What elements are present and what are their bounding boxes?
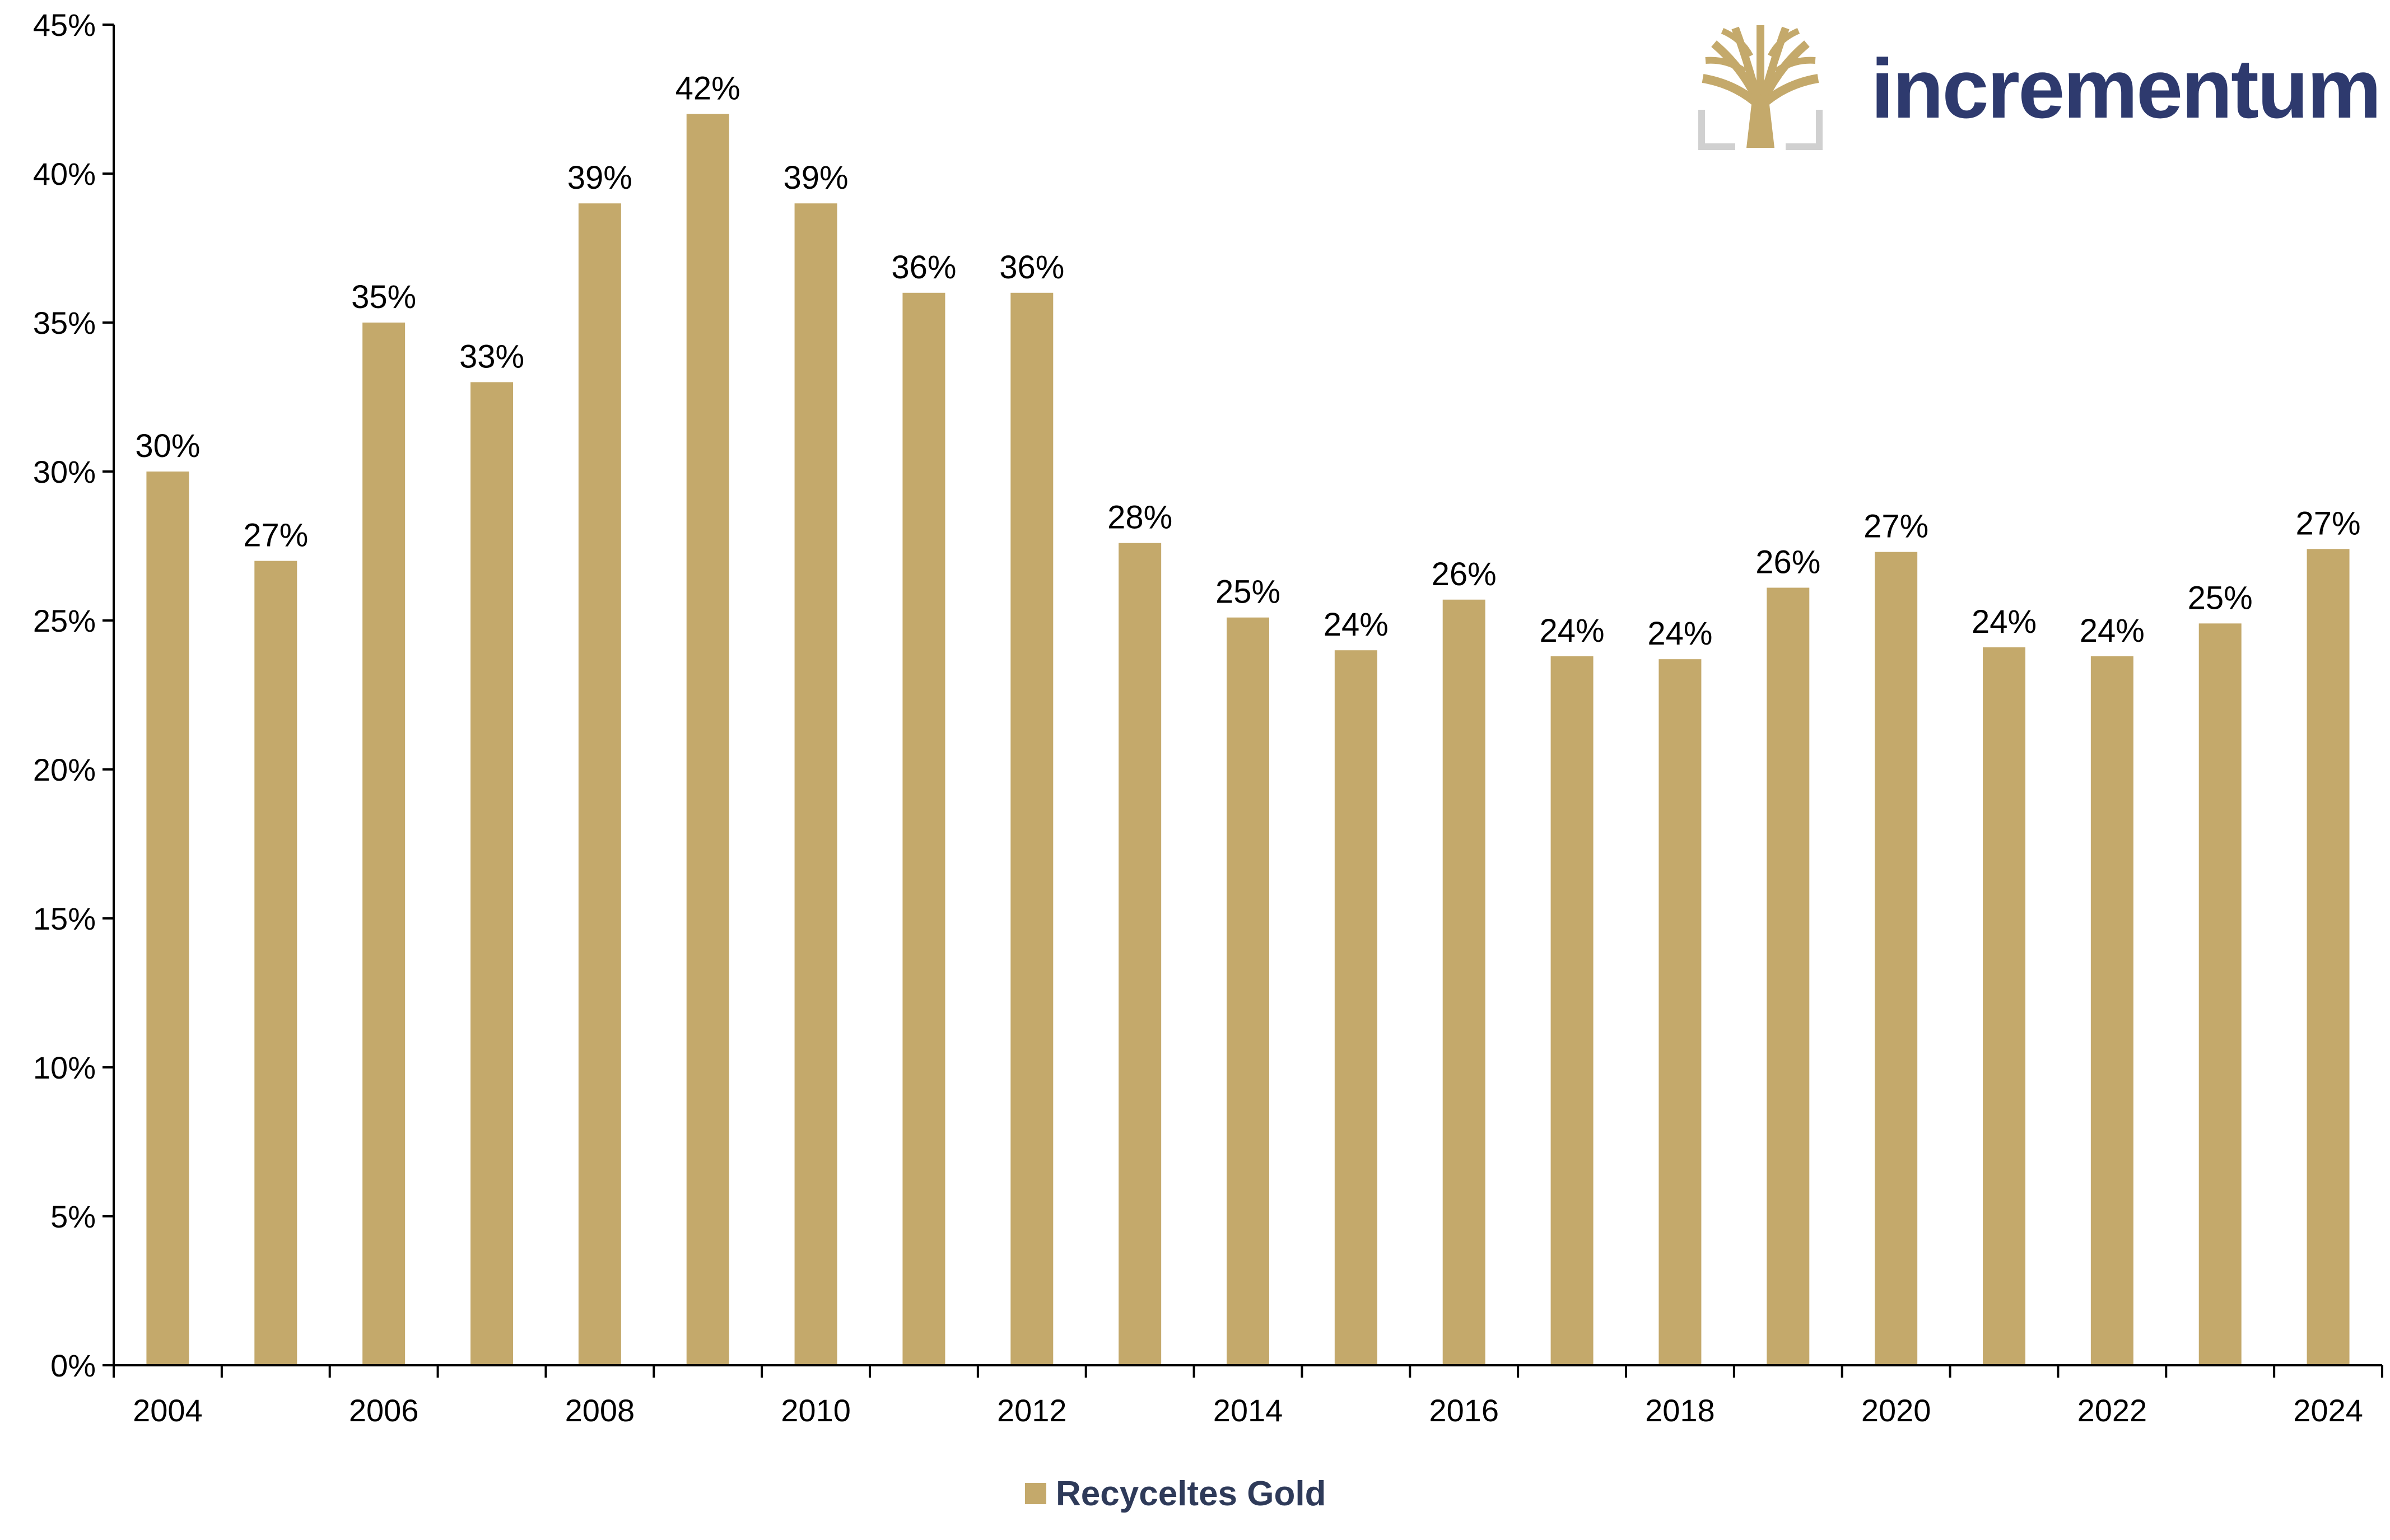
y-tick-label: 10% — [33, 1050, 96, 1085]
data-label: 24% — [1647, 615, 1712, 652]
x-tick-label: 2010 — [781, 1393, 851, 1428]
bar — [2307, 549, 2350, 1365]
bar — [578, 203, 621, 1366]
bar — [1442, 599, 1485, 1365]
data-label: 27% — [243, 517, 308, 554]
data-label: 28% — [1107, 500, 1172, 536]
data-label: 35% — [351, 279, 416, 315]
bar — [1334, 650, 1377, 1365]
bar — [902, 292, 945, 1365]
x-tick-label: 2006 — [349, 1393, 419, 1428]
bar — [1983, 647, 2025, 1365]
bar — [1227, 617, 1269, 1365]
data-label: 36% — [999, 249, 1064, 286]
bar — [1119, 543, 1162, 1366]
data-label: 24% — [2080, 613, 2145, 649]
y-tick-label: 20% — [33, 752, 96, 787]
data-label: 27% — [1863, 508, 1928, 545]
x-tick-label: 2014 — [1213, 1393, 1283, 1428]
data-label: 25% — [1215, 574, 1280, 610]
data-label: 26% — [1755, 544, 1820, 580]
y-axis: 0% 5% 10% 15% 20% 25% 30% 35% 40% 45% — [33, 7, 115, 1383]
data-labels: 30% 27% 35% 33% 39% 42% 39% 36% 36% 28% 25% 24% 26% 2… — [135, 71, 2360, 652]
bar — [2198, 623, 2242, 1365]
bar — [1550, 656, 1594, 1365]
data-label: 33% — [459, 338, 524, 375]
data-label: 39% — [784, 160, 849, 196]
y-tick-label: 0% — [50, 1348, 96, 1383]
legend-label: Recyceltes Gold — [1056, 1474, 1326, 1513]
x-tick-label: 2012 — [997, 1393, 1067, 1428]
y-tick-label: 15% — [33, 901, 96, 936]
x-tick-label: 2016 — [1429, 1393, 1499, 1428]
x-tick-label: 2018 — [1645, 1393, 1715, 1428]
bar — [686, 114, 729, 1365]
bar — [1875, 552, 1918, 1365]
legend: Recyceltes Gold — [1025, 1474, 1326, 1513]
data-label: 26% — [1432, 556, 1497, 592]
x-tick-label: 2004 — [133, 1393, 203, 1428]
data-label: 27% — [2296, 505, 2361, 542]
x-tick-label: 2008 — [565, 1393, 635, 1428]
y-tick-label: 25% — [33, 603, 96, 638]
y-tick-label: 45% — [33, 7, 96, 43]
y-tick-label: 40% — [33, 156, 96, 192]
x-tick-label: 2022 — [2077, 1393, 2147, 1428]
bar — [146, 472, 189, 1365]
data-label: 24% — [1540, 613, 1605, 649]
bar — [1658, 659, 1702, 1365]
y-tick-label: 30% — [33, 454, 96, 489]
tree-icon — [1698, 25, 1823, 150]
data-label: 24% — [1324, 606, 1389, 643]
data-label: 39% — [567, 160, 632, 196]
bar — [254, 561, 297, 1365]
data-label: 25% — [2188, 580, 2253, 616]
bar — [794, 203, 837, 1366]
bar — [2090, 656, 2133, 1365]
data-label: 42% — [675, 71, 740, 107]
bar — [362, 323, 406, 1365]
bar-series — [146, 114, 2350, 1366]
logo: incrementum — [1698, 25, 2382, 150]
x-tick-label: 2024 — [2293, 1393, 2363, 1428]
legend-swatch — [1025, 1483, 1046, 1504]
y-tick-label: 5% — [50, 1199, 96, 1234]
bar — [470, 382, 513, 1365]
bar — [1767, 587, 1810, 1365]
bar — [1010, 292, 1054, 1365]
x-tick-label: 2020 — [1861, 1393, 1931, 1428]
data-label: 30% — [135, 428, 200, 464]
x-axis: 2004 2006 2008 2010 2012 2014 2016 2018 2020 2022… — [113, 1364, 2383, 1428]
y-tick-label: 35% — [33, 305, 96, 340]
data-label: 36% — [891, 249, 956, 286]
data-label: 24% — [1972, 604, 2037, 640]
logo-text: incrementum — [1871, 41, 2380, 136]
